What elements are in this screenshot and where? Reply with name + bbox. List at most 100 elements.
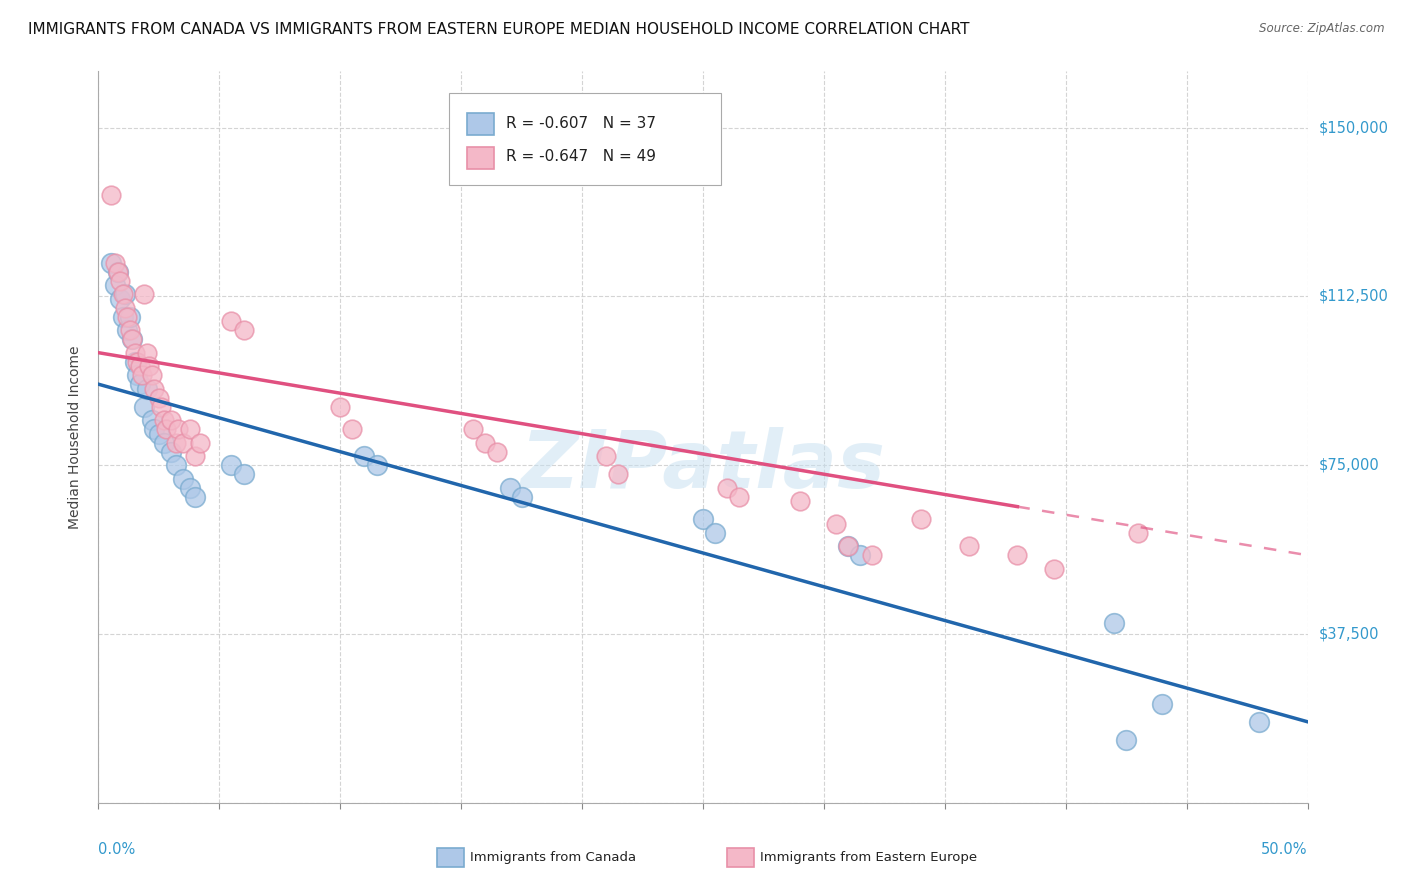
Point	[728, 490, 751, 504]
Y-axis label: Median Household Income: Median Household Income	[69, 345, 83, 529]
Point	[114, 301, 136, 315]
Point	[849, 548, 872, 562]
Point	[117, 310, 139, 324]
Point	[104, 255, 127, 269]
Point	[1102, 615, 1125, 630]
Point	[107, 265, 129, 279]
Text: IMMIGRANTS FROM CANADA VS IMMIGRANTS FROM EASTERN EUROPE MEDIAN HOUSEHOLD INCOME: IMMIGRANTS FROM CANADA VS IMMIGRANTS FRO…	[28, 22, 970, 37]
Point	[510, 490, 533, 504]
Point	[353, 449, 375, 463]
Text: 50.0%: 50.0%	[1261, 842, 1308, 856]
Point	[104, 278, 127, 293]
Point	[232, 467, 254, 482]
Point	[221, 314, 243, 328]
Point	[124, 354, 146, 368]
Point	[141, 368, 163, 383]
Point	[150, 400, 173, 414]
Point	[342, 422, 364, 436]
Point	[463, 422, 485, 436]
Point	[155, 422, 177, 436]
Text: $150,000: $150,000	[1319, 120, 1389, 135]
Point	[329, 400, 352, 414]
Point	[1152, 697, 1174, 711]
Text: $75,000: $75,000	[1319, 458, 1379, 473]
Point	[232, 323, 254, 337]
Point	[172, 472, 194, 486]
Point	[143, 382, 166, 396]
Point	[152, 435, 174, 450]
FancyBboxPatch shape	[437, 848, 464, 867]
Point	[114, 287, 136, 301]
Point	[141, 413, 163, 427]
Point	[111, 310, 134, 324]
Point	[165, 435, 187, 450]
Point	[128, 359, 150, 374]
Text: $112,500: $112,500	[1319, 289, 1389, 304]
FancyBboxPatch shape	[727, 848, 754, 867]
Point	[1249, 714, 1271, 729]
Point	[100, 188, 122, 202]
Point	[131, 368, 153, 383]
Text: 0.0%: 0.0%	[98, 842, 135, 856]
Point	[184, 490, 207, 504]
Text: $37,500: $37,500	[1319, 626, 1379, 641]
Point	[111, 287, 134, 301]
Point	[1115, 732, 1137, 747]
Point	[134, 287, 156, 301]
Point	[108, 274, 131, 288]
FancyBboxPatch shape	[467, 146, 494, 169]
Point	[135, 382, 157, 396]
Point	[117, 323, 139, 337]
Point	[148, 391, 170, 405]
FancyBboxPatch shape	[467, 113, 494, 135]
Point	[1042, 562, 1064, 576]
Point	[134, 400, 156, 414]
Point	[143, 422, 166, 436]
Point	[128, 377, 150, 392]
Point	[498, 481, 520, 495]
Point	[138, 359, 160, 374]
Point	[184, 449, 207, 463]
Point	[135, 345, 157, 359]
Point	[957, 539, 980, 553]
Point	[152, 413, 174, 427]
Point	[179, 422, 201, 436]
Point	[121, 332, 143, 346]
FancyBboxPatch shape	[449, 94, 721, 185]
Point	[127, 368, 149, 383]
Point	[825, 516, 848, 531]
Point	[121, 332, 143, 346]
Point	[100, 255, 122, 269]
Point	[595, 449, 617, 463]
Point	[837, 539, 859, 553]
Point	[179, 481, 201, 495]
Point	[172, 435, 194, 450]
Point	[118, 323, 141, 337]
Point	[837, 539, 859, 553]
Point	[716, 481, 738, 495]
Text: R = -0.647   N = 49: R = -0.647 N = 49	[506, 150, 657, 164]
Point	[107, 265, 129, 279]
Point	[789, 494, 811, 508]
Point	[1007, 548, 1029, 562]
Text: R = -0.607   N = 37: R = -0.607 N = 37	[506, 116, 657, 131]
Point	[160, 413, 183, 427]
Point	[366, 458, 388, 473]
Point	[474, 435, 496, 450]
Point	[148, 426, 170, 441]
Point	[124, 345, 146, 359]
Point	[910, 512, 932, 526]
Text: Immigrants from Canada: Immigrants from Canada	[470, 851, 636, 864]
Point	[127, 354, 149, 368]
Point	[221, 458, 243, 473]
Point	[108, 292, 131, 306]
Text: ZIPatlas: ZIPatlas	[520, 427, 886, 506]
Point	[704, 525, 727, 540]
Point	[860, 548, 883, 562]
Point	[167, 422, 190, 436]
Point	[692, 512, 714, 526]
Point	[165, 458, 187, 473]
Point	[1128, 525, 1150, 540]
Text: Immigrants from Eastern Europe: Immigrants from Eastern Europe	[759, 851, 977, 864]
Point	[188, 435, 211, 450]
